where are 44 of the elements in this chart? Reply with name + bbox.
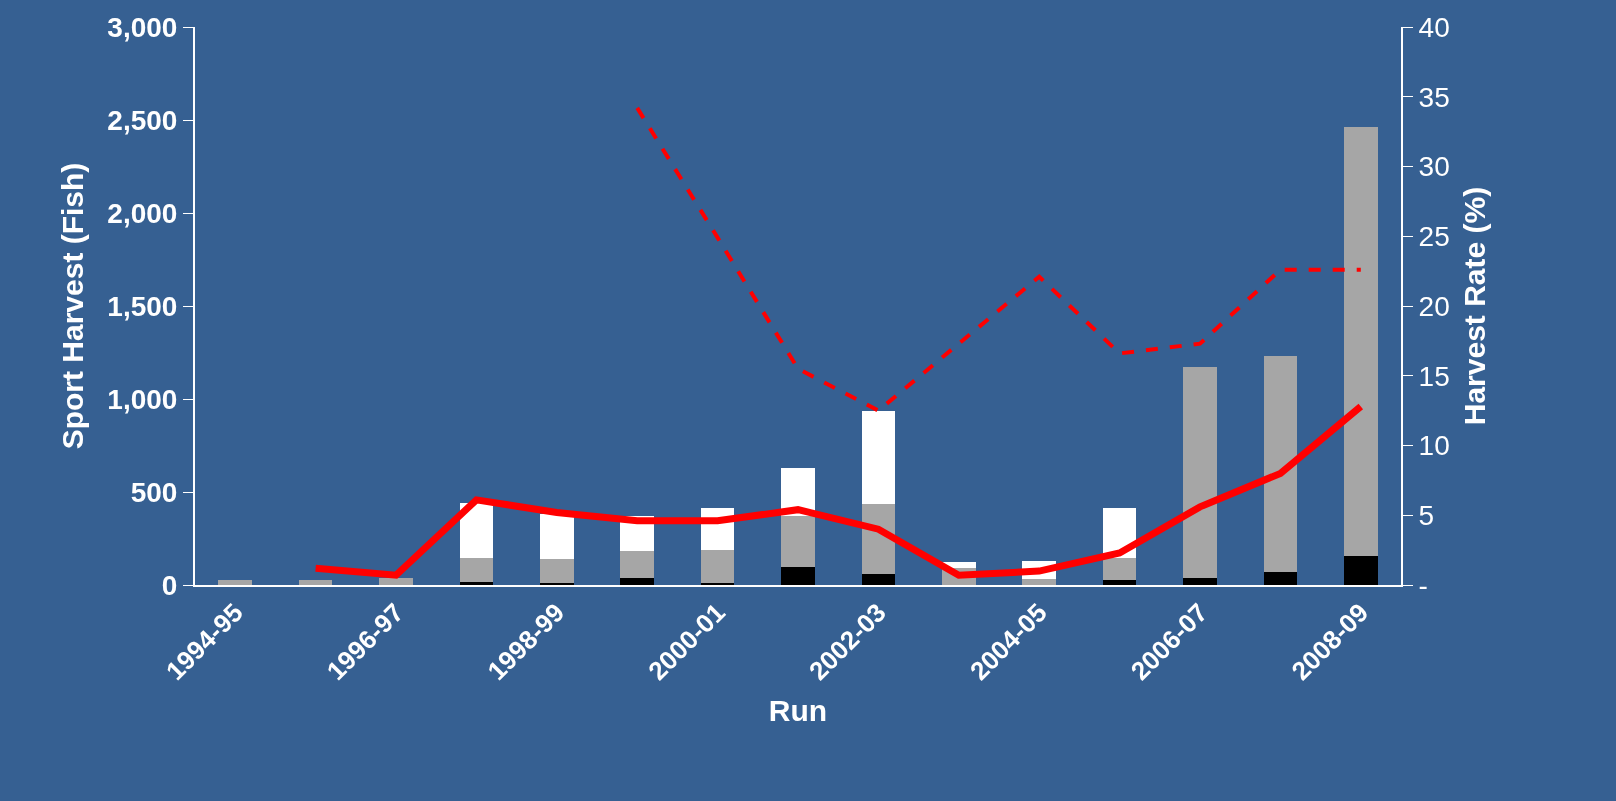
y-tick-label: 0 <box>161 569 178 601</box>
line-series <box>635 105 1363 413</box>
y2-axis-title: Harvest Rate (%) <box>1457 186 1491 426</box>
y-tick-label: 1,000 <box>107 383 178 415</box>
bar <box>539 514 574 559</box>
bar <box>1343 556 1378 585</box>
bar <box>781 516 815 567</box>
bar <box>700 550 735 584</box>
bar <box>459 558 494 583</box>
bar <box>539 558 574 584</box>
y-tick-label: 2,500 <box>107 104 178 136</box>
x-axis-title: Run <box>768 694 828 728</box>
y2-tick-label: 40 <box>1418 11 1450 43</box>
bar <box>379 577 413 585</box>
bar <box>1183 577 1217 585</box>
y-tick-label: 3,000 <box>107 11 178 43</box>
bar <box>218 580 253 585</box>
bar <box>459 503 494 559</box>
y2-tick-label: 25 <box>1418 221 1450 253</box>
y2-tick-label: 5 <box>1418 500 1435 532</box>
y2-tick-label: 30 <box>1418 151 1450 183</box>
bar <box>1183 366 1217 578</box>
bar <box>620 577 655 585</box>
y-axis-title: Sport Harvest (Fish) <box>55 162 89 450</box>
y-tick-label: 2,000 <box>107 197 178 229</box>
bar <box>1263 356 1298 572</box>
bar <box>861 411 896 505</box>
y2-tick-label: - <box>1418 569 1428 601</box>
y2-tick-label: 15 <box>1418 360 1450 392</box>
bar <box>861 573 896 585</box>
y2-tick-label: 10 <box>1418 430 1450 462</box>
bar <box>1102 580 1137 585</box>
y2-tick-label: 35 <box>1418 81 1450 113</box>
bar <box>298 580 333 585</box>
y2-tick-label: 20 <box>1418 290 1450 322</box>
bar <box>459 582 494 585</box>
bar <box>781 566 815 585</box>
bar <box>1263 571 1298 585</box>
bar <box>1102 558 1137 581</box>
bar <box>1343 126 1378 557</box>
bar <box>620 550 655 578</box>
y-tick-label: 1,500 <box>107 290 178 322</box>
bar <box>1022 579 1057 585</box>
y-tick-label: 500 <box>130 476 178 508</box>
